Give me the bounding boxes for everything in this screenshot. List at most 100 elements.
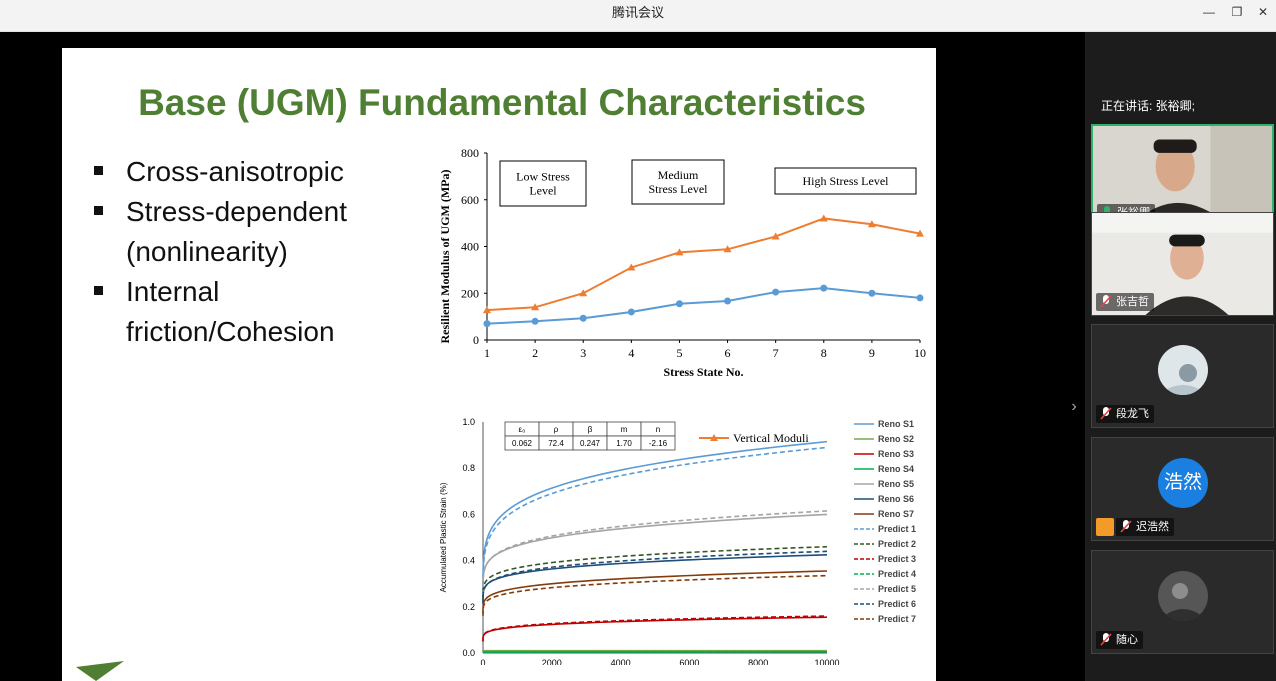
logo-triangle-icon [76, 661, 124, 681]
strain-curve [482, 616, 828, 642]
x-tick-label: 4000 [611, 658, 631, 665]
data-point [868, 289, 876, 297]
legend-label: Predict 5 [878, 584, 916, 594]
user-icon [1096, 518, 1114, 536]
table-header-text: m [621, 425, 628, 434]
shared-screen-area: Base (UGM) Fundamental Characteristics C… [0, 32, 1085, 681]
legend-label: Predict 2 [878, 539, 916, 549]
microphone-muted-icon[interactable] [1120, 520, 1132, 533]
participant-tile[interactable]: 浩然 迟浩然 [1091, 437, 1274, 541]
bullet-item-continuation: (nonlinearity) [92, 232, 432, 272]
window-title: 腾讯会议 [611, 5, 664, 20]
stress-level-label: Stress Level [649, 182, 709, 196]
table-value-text: 72.4 [548, 439, 564, 448]
y-tick-label: 400 [461, 240, 479, 254]
y-axis-label: Accumulated Plastic Strain (%) [439, 482, 448, 592]
microphone-muted-icon[interactable] [1100, 295, 1112, 308]
data-point [916, 229, 924, 237]
table-value-text: 0.062 [512, 439, 533, 448]
bullet-square-icon [94, 166, 103, 175]
x-tick-label: 2 [532, 346, 538, 360]
data-point [483, 320, 491, 328]
legend-label: Vertical Moduli [733, 431, 809, 445]
x-tick-label: 3 [580, 346, 586, 360]
stress-level-box [631, 159, 725, 205]
bullet-item: Stress-dependent [92, 192, 432, 232]
table-header-text: ρ [554, 425, 559, 434]
restore-icon[interactable]: ❐ [1231, 5, 1243, 19]
data-point [771, 232, 780, 240]
x-tick-label: 6000 [679, 658, 699, 665]
data-point [675, 300, 683, 308]
title-bar: 腾讯会议 — ❐ ✕ [0, 0, 1276, 32]
stress-level-label: Low Stress [516, 170, 570, 184]
table-value-text: -2.16 [649, 439, 668, 448]
x-tick-label: 2000 [542, 658, 562, 665]
x-tick-label: 4 [628, 346, 634, 360]
presentation-slide: Base (UGM) Fundamental Characteristics C… [62, 48, 936, 681]
table-value-cell [640, 435, 676, 451]
participant-tile[interactable]: 段龙飞 [1091, 324, 1274, 428]
data-point [675, 248, 684, 256]
x-tick-label: 10000 [814, 658, 839, 665]
stress-level-box [499, 160, 587, 207]
participant-tile[interactable]: 张裕卿 [1091, 124, 1274, 228]
strain-curve [482, 574, 828, 617]
legend-label: Reno S6 [878, 494, 914, 504]
data-point [627, 263, 636, 271]
minimize-icon[interactable]: — [1203, 5, 1215, 19]
strain-curve [482, 554, 828, 603]
x-tick-label: 8 [821, 346, 827, 360]
data-point [627, 308, 635, 316]
y-tick-label: 0.0 [462, 648, 475, 658]
x-tick-label: 10 [914, 346, 926, 360]
y-tick-label: 800 [461, 146, 479, 160]
data-point [579, 289, 588, 297]
collapse-sidebar-chevron-icon[interactable]: › [1071, 398, 1077, 415]
y-tick-label: 0.2 [462, 602, 475, 612]
legend-marker [710, 434, 718, 441]
speaking-indicator: 正在讲话: 张裕卿; [1101, 99, 1196, 113]
data-point [483, 306, 491, 314]
legend-label: Reno S3 [878, 449, 914, 459]
y-tick-label: 0.8 [462, 463, 475, 473]
y-tick-label: 200 [461, 286, 479, 300]
slide-title: Base (UGM) Fundamental Characteristics [138, 82, 866, 123]
table-header-text: ε₀ [519, 425, 526, 434]
strain-curve [482, 446, 828, 603]
stress-level-label: Level [529, 184, 557, 198]
stress-level-label: High Stress Level [803, 174, 890, 188]
avatar-photo [1158, 571, 1208, 621]
microphone-muted-icon[interactable] [1100, 633, 1112, 646]
x-tick-label: 1 [484, 346, 490, 360]
bullet-text: (nonlinearity) [126, 236, 288, 267]
legend-label: Predict 6 [878, 599, 916, 609]
y-tick-label: 0.6 [462, 509, 475, 519]
bullet-square-icon [94, 206, 103, 215]
participant-text-avatar: 浩然 [1158, 458, 1208, 508]
participant-sidebar: 正在讲话: 张裕卿; 张裕卿 张吉哲 段龙飞 [1085, 32, 1276, 681]
table-header-text: β [588, 425, 593, 434]
participant-tile[interactable]: 张吉哲 [1091, 212, 1274, 316]
table-value-text: 1.70 [616, 439, 632, 448]
x-tick-label: 7 [773, 346, 779, 360]
bullet-square-icon [94, 286, 103, 295]
close-icon[interactable]: ✕ [1257, 5, 1269, 19]
resilient-modulus-chart: 0 200 400 600 800 1 2 3 4 5 6 7 8 9 10 Stress State No.… [438, 146, 926, 445]
x-tick-label: 9 [869, 346, 875, 360]
x-tick-label: 0 [480, 658, 485, 665]
bullet-item: Cross-anisotropic [92, 152, 432, 192]
legend-label: Predict 1 [878, 524, 916, 534]
participant-tile[interactable]: 随心 [1091, 550, 1274, 654]
legend-label: Predict 3 [878, 554, 916, 564]
x-axis-label: Stress State No. [663, 365, 743, 379]
stress-level-label: Medium [658, 168, 699, 182]
bullet-text: Stress-dependent [126, 196, 348, 227]
participant-avatar [1158, 345, 1208, 395]
x-tick-label: 8000 [748, 658, 768, 665]
x-tick-label: 5 [676, 346, 682, 360]
data-point [819, 214, 828, 222]
microphone-muted-icon[interactable] [1100, 407, 1112, 420]
legend-label: Reno S5 [878, 479, 914, 489]
strain-curve [482, 650, 828, 653]
